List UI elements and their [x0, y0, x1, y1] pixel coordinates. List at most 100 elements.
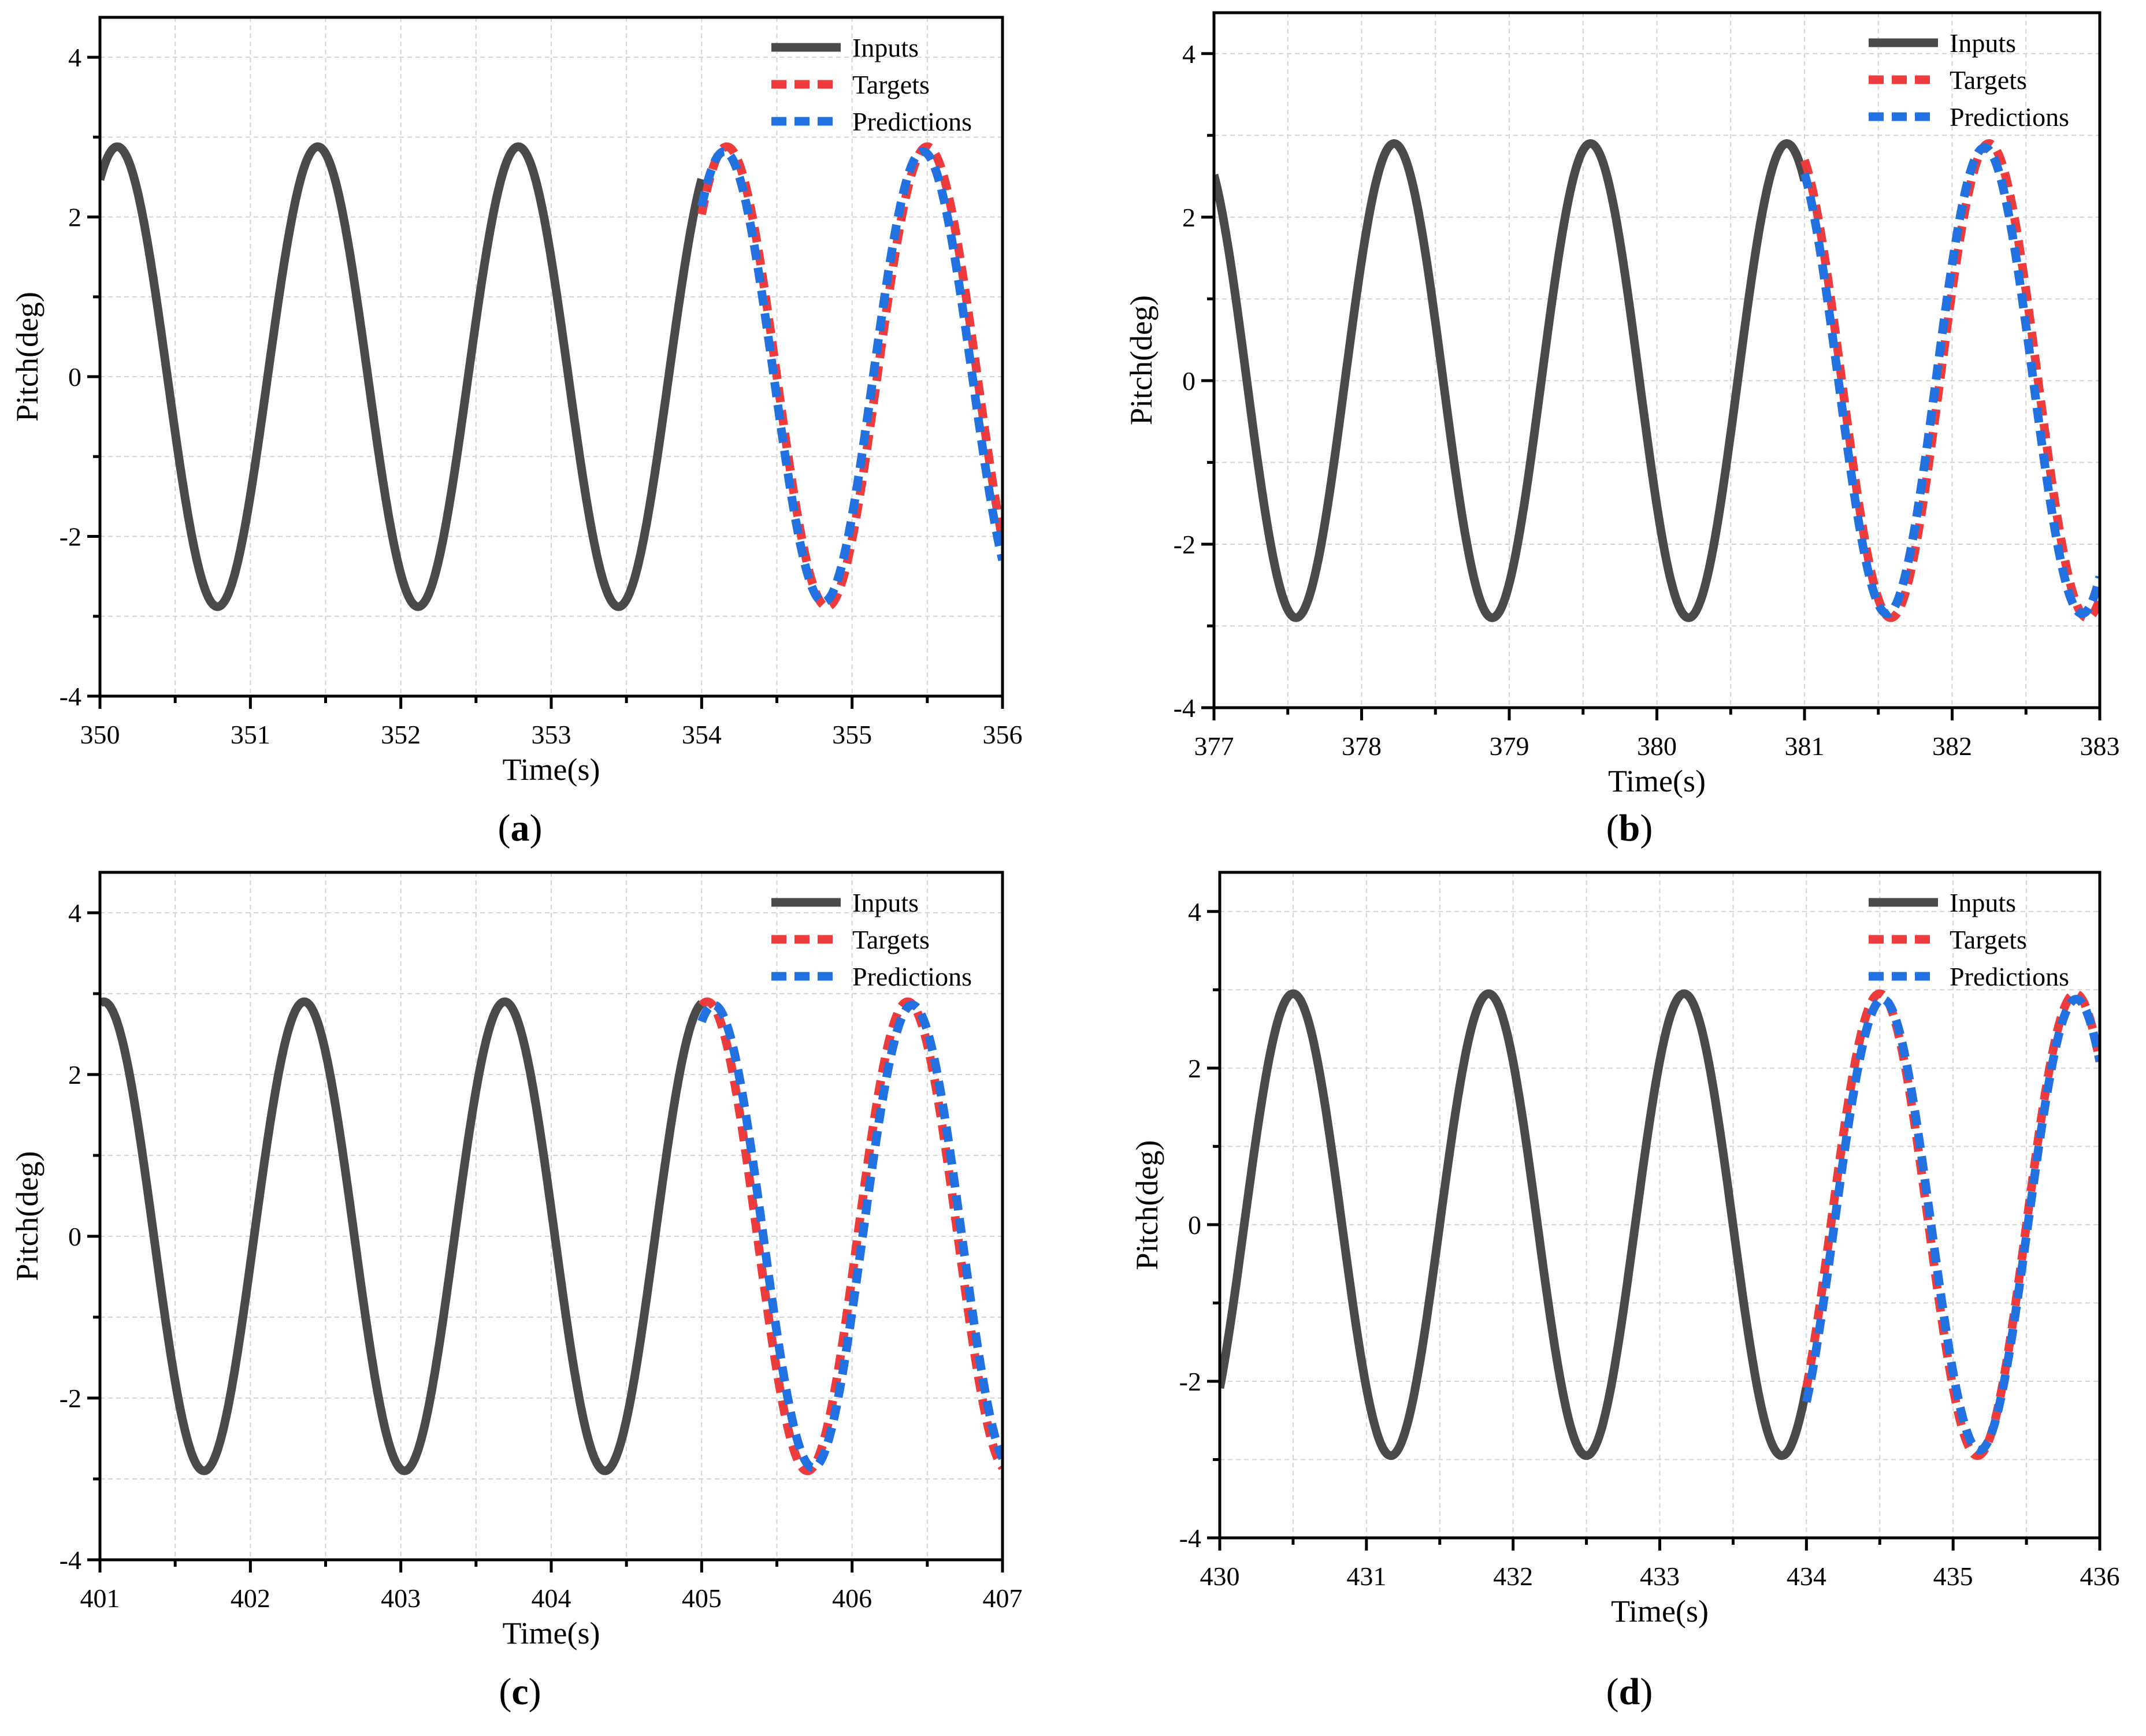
caption-letter: b [1619, 807, 1640, 849]
x-tick-label: 377 [1194, 731, 1234, 761]
x-tick-label: 382 [1932, 731, 1972, 761]
x-tick-label: 351 [231, 720, 270, 749]
chart-panel-b: 377 378 379 380 381 382 383 -4 -2 0 2 4 Time(s) Pitch… [1124, 11, 2120, 849]
series-line-targets [697, 142, 1003, 611]
y-tick-label: 2 [1182, 203, 1195, 232]
y-tick-label: -4 [1179, 1523, 1201, 1553]
legend-label-inputs: Inputs [1950, 28, 2016, 58]
caption-close-paren: ) [1640, 1671, 1653, 1713]
x-tick-label: 378 [1342, 731, 1382, 761]
series-line-inputs [1214, 139, 1809, 622]
legend-label-predictions: Predictions [852, 107, 972, 136]
y-axis-title: Pitch(deg) [1130, 1140, 1164, 1270]
x-tick-label: 381 [1785, 731, 1825, 761]
x-tick-label: 403 [381, 1583, 421, 1613]
series-line-targets [1800, 139, 2100, 622]
series-line-inputs [100, 142, 706, 611]
chart-panel-a: 350 351 352 353 354 355 356 -4 -2 0 2 4 Time(s) Pitch… [10, 16, 1023, 849]
panel-caption: (b) [1606, 807, 1653, 849]
series-group [100, 997, 1003, 1475]
legend-label-inputs: Inputs [1950, 888, 2016, 917]
series-line-predictions [1802, 995, 2100, 1455]
y-tick-label: -2 [1179, 1367, 1201, 1396]
x-tick-label: 434 [1787, 1562, 1826, 1591]
caption-close-paren: ) [1640, 807, 1653, 849]
legend: Inputs Targets Predictions [1869, 888, 2069, 991]
legend: Inputs Targets Predictions [771, 888, 972, 991]
x-tick-label: 353 [532, 720, 571, 749]
x-tick-label: 407 [983, 1583, 1023, 1613]
x-tick-label: 356 [983, 720, 1023, 749]
y-tick-label: 0 [68, 362, 81, 392]
series-line-inputs [1220, 989, 1811, 1460]
caption-open-paren: ( [1606, 1671, 1619, 1713]
legend-label-targets: Targets [852, 925, 930, 954]
panel-caption: (a) [498, 807, 543, 849]
y-tick-label: -4 [60, 682, 81, 711]
caption-letter: c [511, 1671, 528, 1713]
x-tick-label: 430 [1200, 1562, 1240, 1591]
y-tick-label: 4 [68, 898, 81, 928]
y-tick-label: 4 [68, 43, 81, 72]
y-tick-label: -2 [1174, 530, 1195, 559]
legend-label-predictions: Predictions [1950, 102, 2069, 132]
x-axis-title: Time(s) [502, 1616, 600, 1650]
x-tick-label: 401 [80, 1583, 120, 1613]
legend: Inputs Targets Predictions [1869, 28, 2069, 132]
x-tick-label: 405 [682, 1583, 722, 1613]
x-tick-label: 352 [381, 720, 421, 749]
legend-label-inputs: Inputs [852, 888, 919, 917]
x-tick-label: 436 [2080, 1562, 2120, 1591]
caption-letter: d [1619, 1671, 1640, 1713]
x-tick-label: 404 [532, 1583, 571, 1613]
y-axis-title: Pitch(deg) [10, 1151, 44, 1281]
legend-label-targets: Targets [1950, 65, 2027, 95]
series-line-predictions [1800, 143, 2100, 618]
legend-label-predictions: Predictions [852, 962, 972, 991]
caption-open-paren: ( [1606, 807, 1619, 849]
y-tick-label: -4 [60, 1545, 81, 1575]
x-tick-label: 383 [2080, 731, 2120, 761]
legend-label-targets: Targets [1950, 925, 2027, 954]
series-group [100, 142, 1003, 611]
y-tick-label: 4 [1182, 39, 1195, 69]
x-tick-label: 433 [1640, 1562, 1680, 1591]
legend-label-targets: Targets [852, 70, 930, 99]
y-tick-label: 2 [1188, 1054, 1201, 1083]
x-tick-label: 431 [1346, 1562, 1386, 1591]
x-tick-label: 380 [1637, 731, 1677, 761]
x-tick-label: 435 [1933, 1562, 1973, 1591]
series-group [1214, 139, 2100, 622]
y-tick-label: 0 [68, 1222, 81, 1251]
x-axis-title: Time(s) [502, 752, 600, 787]
x-axis-title: Time(s) [1611, 1594, 1709, 1629]
legend-label-predictions: Predictions [1950, 962, 2069, 991]
caption-close-paren: ) [529, 1671, 541, 1713]
y-tick-label: -2 [60, 522, 81, 552]
panel-caption: (c) [499, 1671, 541, 1713]
caption-open-paren: ( [498, 807, 511, 849]
legend: Inputs Targets Predictions [771, 33, 972, 136]
y-tick-label: 0 [1182, 366, 1195, 396]
y-tick-label: 2 [68, 203, 81, 232]
caption-open-paren: ( [499, 1671, 511, 1713]
series-line-inputs [100, 997, 706, 1475]
chart-panel-d: 430 431 432 433 434 435 436 -4 -2 0 2 4 Time(s) Pitch… [1130, 871, 2120, 1713]
x-tick-label: 379 [1490, 731, 1529, 761]
x-tick-label: 402 [231, 1583, 270, 1613]
y-tick-label: -2 [60, 1384, 81, 1413]
y-tick-label: 0 [1188, 1210, 1201, 1240]
y-axis-title: Pitch(deg) [1124, 295, 1159, 425]
caption-letter: a [511, 807, 530, 849]
legend-label-inputs: Inputs [852, 33, 919, 62]
x-tick-label: 406 [832, 1583, 872, 1613]
x-tick-label: 432 [1493, 1562, 1533, 1591]
x-tick-label: 355 [832, 720, 872, 749]
x-tick-label: 350 [80, 720, 120, 749]
series-group [1220, 989, 2100, 1460]
y-axis-title: Pitch(deg) [10, 292, 44, 422]
caption-close-paren: ) [530, 807, 543, 849]
y-tick-label: -4 [1174, 693, 1195, 723]
y-tick-label: 2 [68, 1060, 81, 1090]
